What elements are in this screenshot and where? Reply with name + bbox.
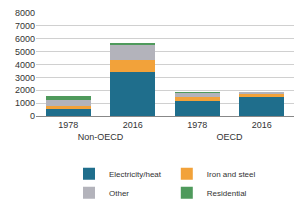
svg-text:1978: 1978: [58, 120, 78, 130]
svg-text:2016: 2016: [252, 120, 272, 130]
svg-text:Other: Other: [109, 189, 129, 198]
svg-text:2000: 2000: [15, 85, 35, 95]
svg-text:4000: 4000: [15, 60, 35, 70]
svg-text:Non-OECD: Non-OECD: [78, 132, 124, 142]
svg-text:Electricity/heat: Electricity/heat: [109, 170, 162, 179]
svg-text:3000: 3000: [15, 73, 35, 83]
svg-text:6000: 6000: [15, 34, 35, 44]
svg-text:1978: 1978: [187, 120, 207, 130]
svg-text:2016: 2016: [123, 120, 143, 130]
svg-text:8000: 8000: [15, 8, 35, 18]
svg-text:Residential: Residential: [207, 189, 247, 198]
svg-text:5000: 5000: [15, 47, 35, 57]
svg-text:0: 0: [30, 111, 35, 121]
svg-text:OECD: OECD: [216, 132, 243, 142]
svg-text:1000: 1000: [15, 98, 35, 108]
svg-text:7000: 7000: [15, 21, 35, 31]
svg-text:Iron and steel: Iron and steel: [207, 170, 256, 179]
